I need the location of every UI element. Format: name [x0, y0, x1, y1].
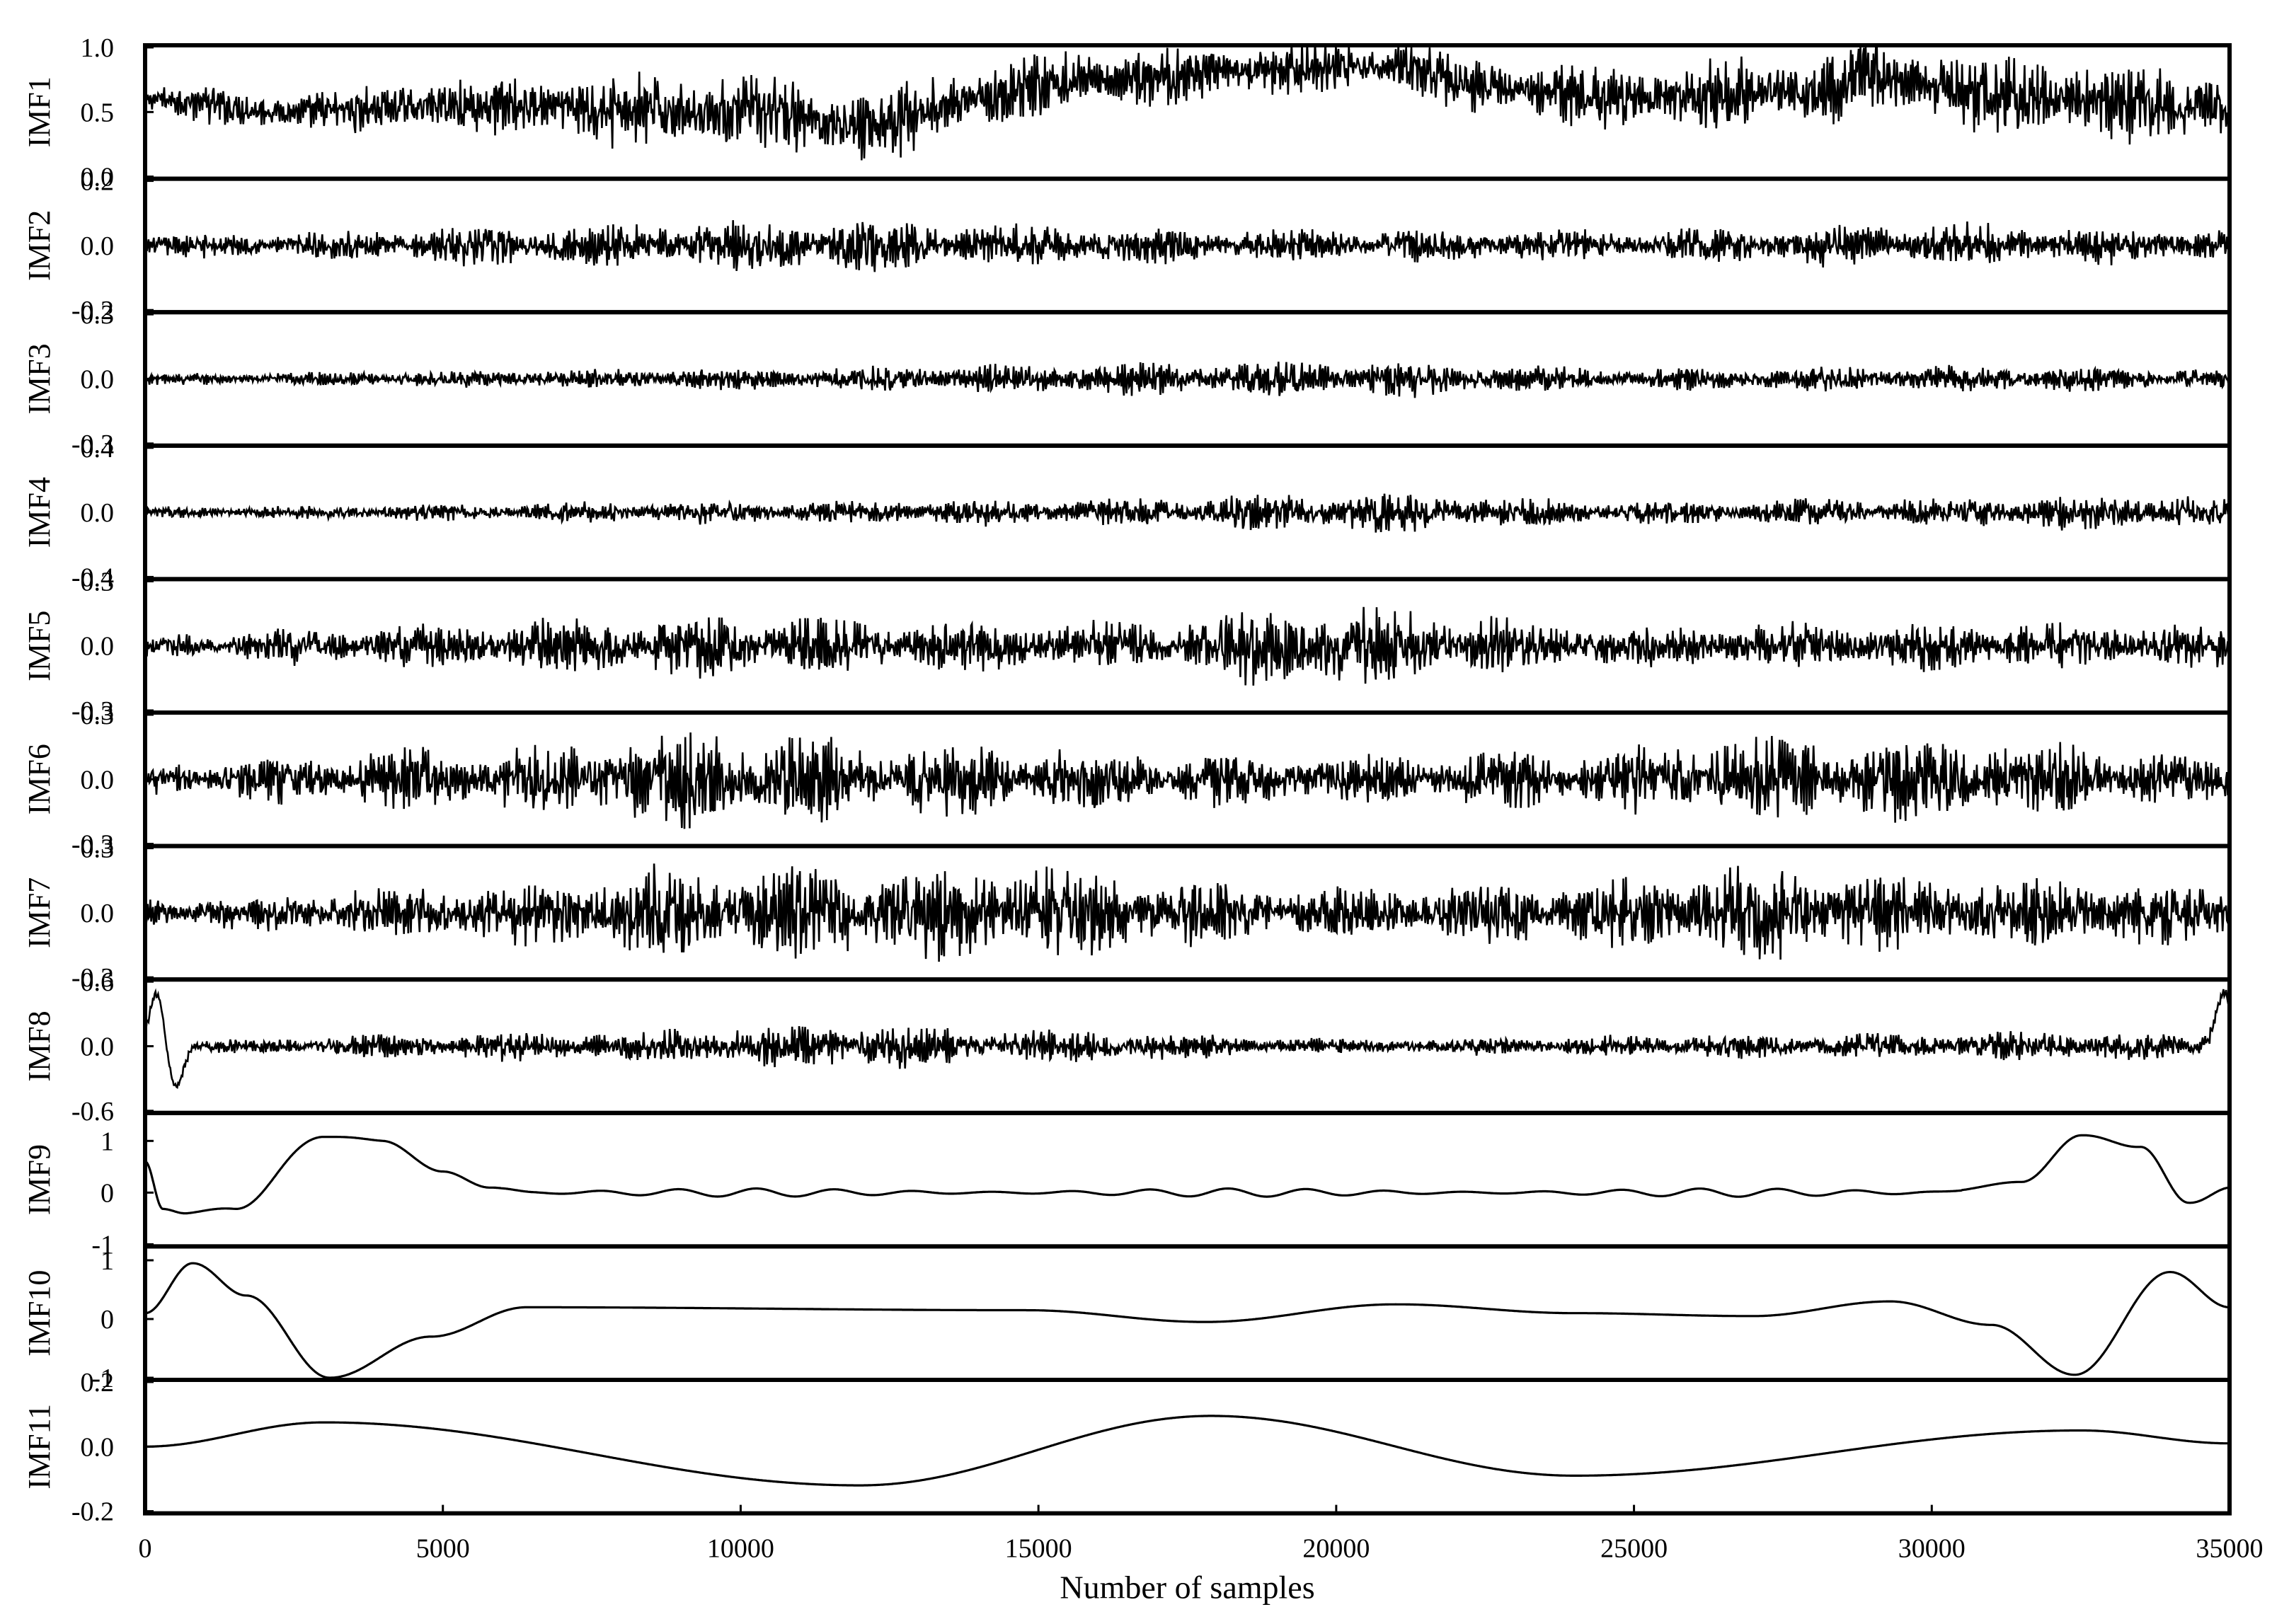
series-line-imf9 [145, 1134, 2230, 1215]
y-tick-label: 0.3 [81, 834, 115, 864]
panel-label-imf3: IMF3 [22, 343, 57, 414]
series-line-imf7 [145, 863, 2230, 962]
series-line-imf1 [145, 45, 2230, 161]
y-tick-label: -1 [91, 1230, 114, 1260]
y-tick-label: 0.0 [81, 765, 115, 795]
panel-label-imf8: IMF8 [22, 1010, 57, 1081]
panels: 0.00.51.0IMF1-0.20.00.2IMF2-0.30.00.3IMF… [22, 33, 2232, 1527]
y-tick-label: 0.0 [81, 498, 115, 528]
y-tick-label: -0.3 [71, 963, 114, 993]
x-tick-label: 0 [139, 1534, 152, 1564]
panel-imf11: -0.2 0.0 0.2 IMF11 [22, 1368, 2232, 1527]
y-tick-label: -0.3 [71, 830, 114, 860]
panel-label-imf10: IMF10 [22, 1270, 57, 1357]
panel-imf4: -0.4 0.0 0.4 IMF4 [22, 434, 2232, 592]
series-line-imf5 [145, 606, 2230, 686]
panel-label-imf5: IMF5 [22, 611, 57, 681]
y-tick-label: -0.2 [71, 1497, 114, 1527]
x-axis: 0 5000 10000 15000 20000 25000 30000 35000 [139, 1504, 2264, 1564]
panel-imf9: -1 0 1 IMF9 [22, 1110, 2232, 1260]
x-tick-label: 10000 [707, 1534, 774, 1564]
panel-frame [143, 1244, 2232, 1383]
panel-label-imf2: IMF2 [22, 210, 57, 281]
y-tick-label: 0.2 [81, 167, 115, 197]
panel-label-imf4: IMF4 [22, 477, 57, 548]
x-axis-title: Number of samples [1060, 1570, 1314, 1606]
series-line-imf3 [145, 362, 2230, 398]
y-tick-label: 0.0 [81, 365, 115, 395]
panel-label-imf9: IMF9 [22, 1144, 57, 1215]
y-tick-label: 0.6 [81, 967, 115, 997]
y-tick-label: 0.0 [81, 231, 115, 261]
x-tick-label: 25000 [1600, 1534, 1668, 1564]
panel-label-imf11: IMF11 [22, 1404, 57, 1490]
y-tick-label: -0.3 [71, 696, 114, 726]
series-line-imf2 [145, 220, 2230, 272]
series-line-imf8 [145, 988, 2230, 1089]
y-tick-label: 0.2 [81, 1368, 115, 1398]
x-tick-label: 15000 [1005, 1534, 1072, 1564]
y-tick-label: 0 [101, 1305, 114, 1335]
x-tick-label: 5000 [416, 1534, 470, 1564]
y-tick-label: -0.2 [71, 296, 114, 326]
y-tick-label: 1.0 [81, 33, 115, 63]
y-tick-label: 0.0 [81, 163, 115, 192]
panel-label-imf7: IMF7 [22, 877, 57, 948]
y-tick-label: 1 [101, 1246, 114, 1276]
y-tick-label: -1 [91, 1364, 114, 1393]
series-line-imf10 [145, 1262, 2230, 1379]
y-tick-label: 0.5 [81, 98, 115, 127]
y-tick-label: 0.0 [81, 1032, 115, 1062]
y-tick-label: -0.3 [71, 430, 114, 459]
y-tick-label: 0.3 [81, 300, 115, 330]
panel-imf6: -0.3 0.0 0.3 IMF6 [22, 701, 2232, 860]
x-tick-label: 20000 [1302, 1534, 1370, 1564]
y-tick-label: -0.4 [71, 563, 114, 592]
panel-imf1: 0.0 0.5 1.0 IMF1 [22, 33, 2232, 192]
panel-imf10: -1 0 1 IMF10 [22, 1244, 2232, 1393]
panel-frame [143, 1378, 2232, 1516]
x-tick-label: 35000 [2196, 1534, 2264, 1564]
y-tick-label: 0.3 [81, 567, 115, 597]
y-tick-label: 0.4 [81, 434, 115, 463]
y-tick-label: 0.0 [81, 899, 115, 928]
panel-frame [143, 1110, 2232, 1249]
y-tick-label: 0 [101, 1178, 114, 1208]
y-tick-label: 1 [101, 1127, 114, 1156]
panel-label-imf6: IMF6 [22, 744, 57, 814]
y-tick-label: 0.0 [81, 632, 115, 662]
y-tick-label: 0.0 [81, 1432, 115, 1462]
series-line-imf11 [145, 1415, 2230, 1487]
y-tick-label: -0.6 [71, 1097, 114, 1127]
panel-imf2: -0.2 0.0 0.2 IMF2 [22, 167, 2232, 326]
panel-imf8: -0.6 0.0 0.6 IMF8 [22, 967, 2232, 1127]
panel-imf5: -0.3 0.0 0.3 IMF5 [22, 567, 2232, 726]
y-tick-label: 0.3 [81, 701, 115, 730]
series-line-imf6 [145, 732, 2230, 829]
x-tick-label: 30000 [1898, 1534, 1966, 1564]
panel-imf3: -0.3 0.0 0.3 IMF3 [22, 300, 2232, 459]
panel-imf7: -0.3 0.0 0.3 IMF7 [22, 834, 2232, 993]
panel-label-imf1: IMF1 [22, 76, 57, 147]
series-line-imf4 [145, 493, 2230, 533]
